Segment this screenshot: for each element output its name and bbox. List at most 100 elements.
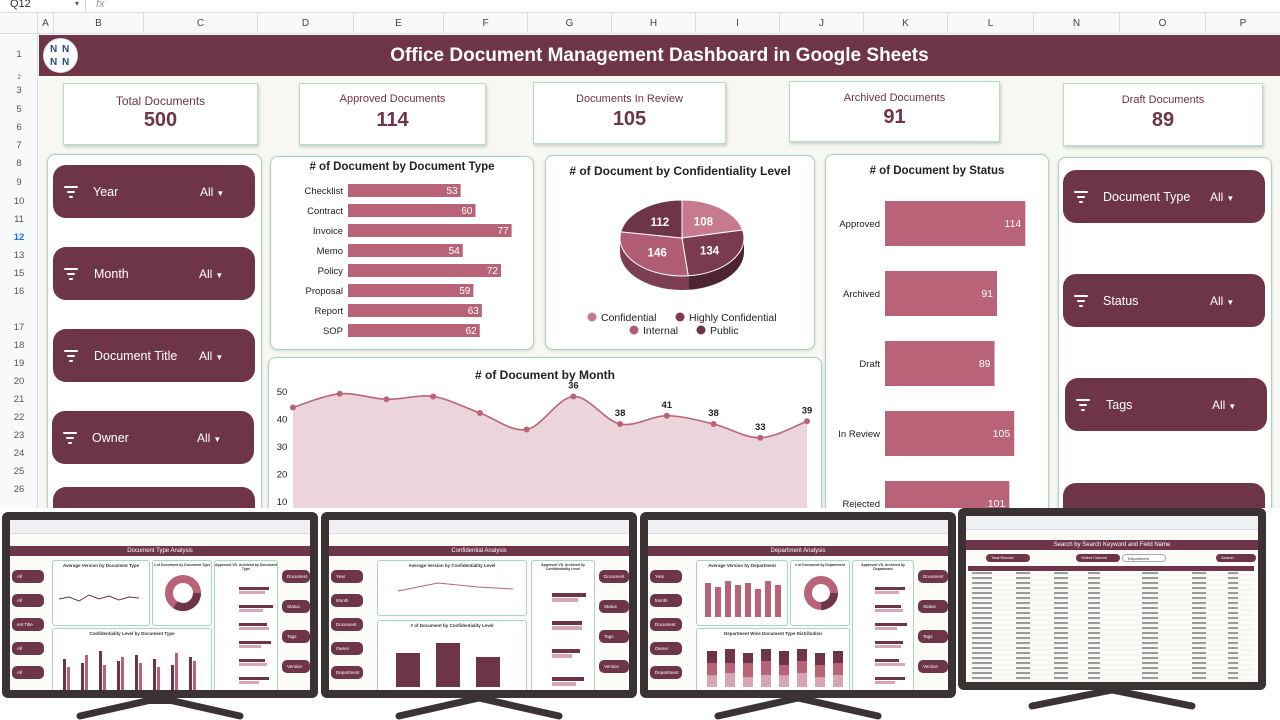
chevron-down-icon[interactable]: ▾ [74,0,79,8]
row-header[interactable]: 22 [13,412,25,423]
row-header[interactable]: 11 [14,214,24,225]
row-header[interactable]: 1 [16,49,22,60]
filter-value[interactable]: All ▼ [200,184,224,202]
filter-value[interactable]: All ▼ [199,348,223,366]
filter-icon [1074,190,1088,203]
filter-value-text: All [199,266,213,281]
column-header[interactable]: D [258,13,354,34]
chart-title: # of Document by Month [475,368,615,382]
bar [348,284,474,297]
column-header[interactable]: F [444,13,528,34]
row-header-selected[interactable]: 12 [13,232,25,243]
column-header[interactable]: J [780,13,864,34]
page-title: Office Document Management Dashboard in … [390,45,929,66]
mini-toolbar [966,516,1258,530]
left-filter-panel: Year All ▼ Month All ▼ Document Title All ▼… [47,154,262,508]
filter-document-type[interactable]: Document Type All ▼ [1063,170,1265,223]
category-label: Memo [317,246,343,257]
filter-owner[interactable]: Owner All ▼ [52,411,254,464]
column-header[interactable]: O [1120,13,1206,34]
mini-chart-title: # of Document by Document Type [153,563,211,567]
pie-slice [620,199,683,239]
row-header[interactable]: 24 [13,448,25,459]
row-header[interactable]: 18 [13,340,25,351]
formula-icon[interactable]: fx [96,0,105,10]
data-label: 134 [700,245,720,257]
filter-version-partial[interactable] [1063,483,1265,508]
bar [348,224,512,237]
select-all-corner[interactable] [0,13,38,34]
row-header[interactable]: 2 [17,75,21,81]
filter-department-partial[interactable] [53,487,255,508]
monitor-stand-legs [395,698,563,720]
row-header[interactable]: 5 [16,104,22,115]
data-label: 62 [466,326,478,337]
filter-value[interactable]: All ▼ [197,430,221,448]
row-header[interactable]: 23 [13,430,25,441]
filter-value[interactable]: All ▼ [1212,397,1236,415]
column-header[interactable]: G [528,13,612,34]
mini-slicer: Version [918,660,948,673]
filter-month[interactable]: Month All ▼ [53,247,255,300]
column-header[interactable]: I [696,13,780,34]
category-label: Proposal [306,286,344,297]
row-header[interactable]: 3 [16,85,22,96]
name-box[interactable]: Q12 ▾ [0,0,86,12]
column-header[interactable]: C [144,13,258,34]
monitor-screen: Confidential Analysis Year Month Documen… [329,520,629,690]
mini-slicer: ent Title [12,618,44,631]
pie-slice-side [620,238,689,290]
data-label: 36 [568,381,579,392]
row-header[interactable]: 26 [13,484,25,495]
kpi-value: 114 [376,109,409,131]
mini-slicer: Document Type [599,570,629,592]
filter-value[interactable]: All ▼ [199,266,223,284]
row-header[interactable]: 21 [13,394,25,405]
mini-toolbar [648,520,948,534]
monitor-screen: Search by Search Keyword and Field Name … [966,516,1258,682]
row-header[interactable]: 13 [13,250,25,261]
logo: N N N N [43,38,78,73]
column-header[interactable]: K [864,13,948,34]
column-header[interactable]: B [54,13,144,34]
category-label: In Review [838,429,880,440]
row-header[interactable]: 19 [13,358,25,369]
row-header[interactable]: 20 [13,376,25,387]
row-header[interactable]: 8 [16,158,22,169]
row-header[interactable]: 16 [13,286,25,297]
filter-value[interactable]: All ▼ [1210,189,1234,207]
data-point [663,412,670,419]
filter-document-title[interactable]: Document Title All ▼ [53,329,255,382]
filter-label: Status [1103,293,1139,308]
column-header[interactable]: E [354,13,444,34]
row-header[interactable]: 9 [16,177,22,188]
right-filter-panel: Document Type All ▼ Status All ▼ Tags All ▼ [1058,157,1272,508]
row-header[interactable]: 25 [13,466,25,477]
mini-slicer: Tags [918,630,948,643]
column-header[interactable]: P [1239,18,1247,29]
pie-slice [619,231,689,277]
column-header[interactable]: N [1034,13,1120,34]
category-label: Draft [859,359,880,370]
filter-year[interactable]: Year All ▼ [53,165,255,218]
filter-value[interactable]: All ▼ [1210,293,1234,311]
data-label: 33 [755,422,766,433]
mini-title: Confidential Analysis [329,546,629,556]
row-header[interactable]: 17 [13,322,25,333]
column-header[interactable]: H [612,13,696,34]
mini-hbars [239,587,273,684]
filter-status[interactable]: Status All ▼ [1063,274,1265,327]
row-header[interactable]: 7 [16,140,22,151]
filter-icon [64,267,78,280]
column-header[interactable]: L [948,13,1034,34]
kpi-value: 105 [612,108,647,130]
row-header[interactable]: 6 [16,122,22,133]
mini-slicer: Version [599,660,629,673]
column-header[interactable]: A [38,13,54,34]
mini-slicer: Document [282,570,310,583]
filter-tags[interactable]: Tags All ▼ [1065,378,1267,431]
row-header[interactable]: 10 [13,196,25,207]
row-header[interactable]: 15 [13,268,25,279]
mini-title: Department Analysis [648,546,948,556]
monitor-search: Search by Search Keyword and Field Name … [958,508,1266,690]
